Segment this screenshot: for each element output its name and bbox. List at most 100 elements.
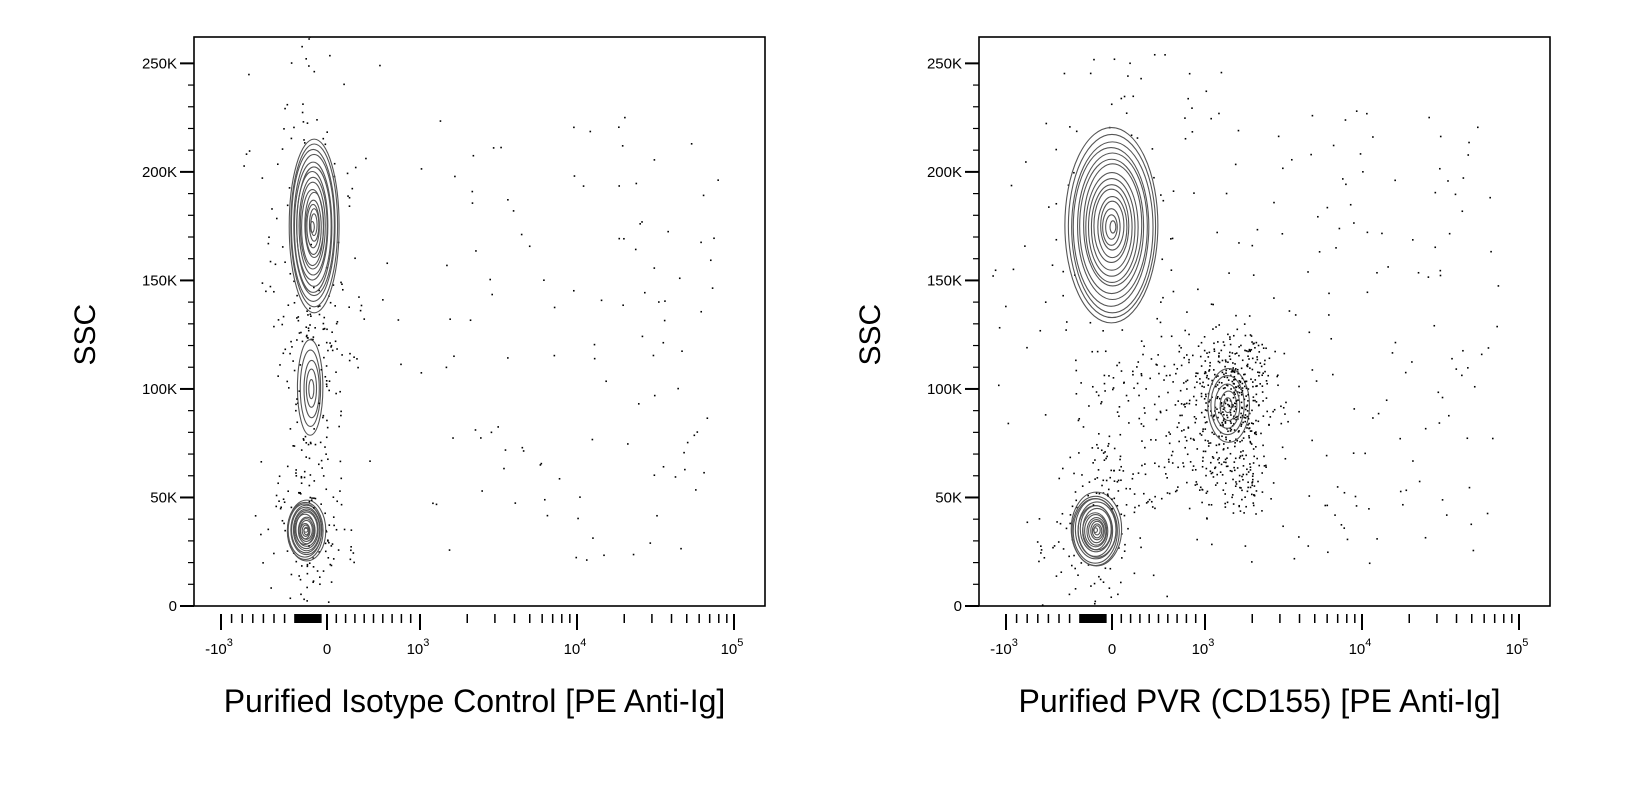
- event-dot: [1364, 452, 1366, 455]
- event-dot: [313, 428, 315, 430]
- event-dot: [1239, 381, 1242, 384]
- x-tick-label: 0: [1108, 641, 1116, 658]
- event-dot: [1108, 587, 1111, 589]
- event-dot: [1125, 112, 1128, 115]
- event-dot: [348, 196, 351, 199]
- event-dot: [1253, 455, 1255, 458]
- event-dot: [998, 326, 1001, 329]
- event-dot: [690, 143, 693, 145]
- event-dot: [1204, 428, 1207, 430]
- event-dot: [591, 438, 594, 441]
- event-dot: [1125, 487, 1128, 490]
- event-dot: [1129, 62, 1131, 65]
- event-dot: [1157, 354, 1159, 356]
- event-dot: [1154, 495, 1156, 498]
- event-dot: [706, 417, 709, 420]
- event-dot: [1237, 129, 1240, 132]
- event-dot: [1063, 72, 1066, 75]
- event-dot: [1265, 380, 1268, 382]
- event-dot: [288, 187, 291, 189]
- event-dot: [325, 341, 328, 344]
- event-dot: [1225, 461, 1227, 464]
- event-dot: [1298, 385, 1300, 388]
- event-dot: [1249, 334, 1252, 336]
- event-dot: [1241, 359, 1244, 362]
- plot-frame: [978, 36, 1551, 607]
- event-dot: [1202, 456, 1204, 459]
- event-dot: [1222, 408, 1225, 411]
- y-tick-label: 50K: [935, 489, 962, 506]
- event-dot: [1251, 409, 1253, 412]
- event-dot: [1232, 370, 1235, 372]
- event-dot: [1372, 136, 1374, 138]
- event-dot: [1330, 337, 1333, 340]
- event-dot: [546, 514, 549, 517]
- event-dot: [293, 445, 296, 447]
- y-tick-label: 200K: [927, 164, 962, 181]
- event-dot: [1210, 414, 1213, 417]
- event-dot: [1149, 377, 1151, 380]
- event-dot: [1106, 493, 1109, 496]
- event-dot: [1183, 356, 1185, 359]
- event-dot: [329, 301, 332, 304]
- event-dot: [1250, 422, 1253, 424]
- event-dot: [1243, 512, 1245, 514]
- event-dot: [298, 332, 301, 334]
- event-dot: [1059, 522, 1062, 525]
- event-dot: [653, 394, 656, 397]
- event-dot: [336, 500, 339, 503]
- event-dot: [313, 70, 316, 73]
- y-tick-label: 100K: [927, 381, 962, 398]
- event-dot: [469, 319, 472, 322]
- event-dot: [1233, 417, 1235, 420]
- y-tick-label: 50K: [150, 489, 177, 506]
- event-dot: [703, 471, 705, 474]
- event-dot: [1108, 375, 1110, 377]
- event-dot: [1277, 135, 1280, 138]
- event-dot: [1228, 355, 1231, 358]
- event-dot: [1247, 471, 1250, 473]
- event-dot: [1240, 391, 1243, 394]
- event-dot: [1174, 490, 1177, 493]
- event-dot: [1089, 321, 1092, 324]
- event-dot: [1232, 503, 1235, 505]
- event-dot: [1340, 524, 1343, 526]
- x-tick-exponent: 3: [1208, 637, 1214, 649]
- event-dot: [1233, 383, 1235, 385]
- event-dot: [339, 390, 341, 393]
- event-dot: [1376, 271, 1378, 274]
- event-dot: [1218, 355, 1220, 357]
- event-dot: [1245, 454, 1247, 457]
- event-dot: [289, 272, 292, 275]
- event-dot: [1206, 490, 1209, 493]
- event-dot: [1241, 382, 1244, 385]
- event-dot: [475, 250, 477, 252]
- event-dot: [1394, 341, 1397, 344]
- event-dot: [295, 472, 297, 474]
- event-dot: [1261, 472, 1263, 474]
- event-dot: [1238, 354, 1240, 357]
- event-dot: [1248, 435, 1250, 437]
- event-dot: [357, 366, 359, 369]
- event-dot: [1133, 387, 1135, 389]
- event-dot: [1332, 144, 1335, 147]
- event-dot: [1258, 464, 1261, 467]
- contour-line: [293, 153, 335, 297]
- event-dot: [1069, 126, 1071, 128]
- event-dot: [316, 570, 319, 572]
- event-dot: [1229, 400, 1232, 402]
- event-dot: [1120, 479, 1122, 482]
- event-dot: [312, 581, 314, 584]
- event-dot: [290, 340, 292, 343]
- event-dot: [1180, 430, 1183, 432]
- event-dot: [1148, 498, 1151, 501]
- event-dot: [1219, 424, 1222, 427]
- event-dot: [358, 296, 360, 298]
- event-dot: [313, 497, 315, 499]
- event-dot: [1140, 340, 1143, 342]
- event-dot: [1097, 447, 1099, 449]
- event-dot: [1287, 420, 1289, 423]
- event-dot: [1241, 439, 1243, 442]
- event-dot: [1249, 469, 1252, 471]
- event-dot: [618, 237, 621, 240]
